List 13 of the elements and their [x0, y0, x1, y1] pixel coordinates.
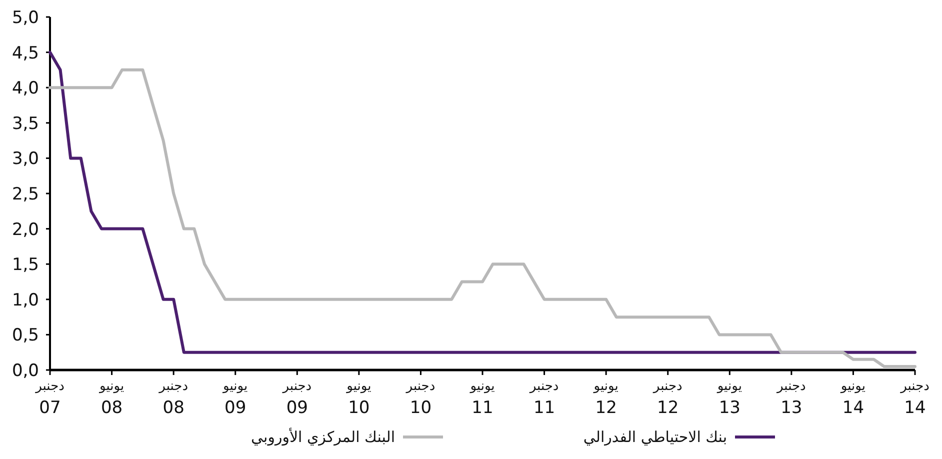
- y-tick-label: 1,0: [12, 290, 39, 310]
- y-tick-label: 0,0: [12, 361, 39, 381]
- y-tick-label: 2,5: [12, 184, 39, 204]
- legend-label: البنك المركزي الأوروبي: [251, 427, 395, 446]
- y-tick-label: 3,0: [12, 149, 39, 170]
- y-tick-label: 4,5: [12, 43, 39, 64]
- legend-label: بنك الاحتياطي الفدرالي: [583, 428, 727, 446]
- y-tick-label: 1,5: [12, 255, 39, 276]
- y-tick-label: 5,0: [12, 8, 39, 28]
- y-tick-label: 2,0: [12, 220, 39, 240]
- y-tick-label: 0,5: [12, 326, 39, 346]
- y-tick-label: 3,5: [12, 114, 39, 134]
- y-tick-label: 4,0: [12, 78, 39, 99]
